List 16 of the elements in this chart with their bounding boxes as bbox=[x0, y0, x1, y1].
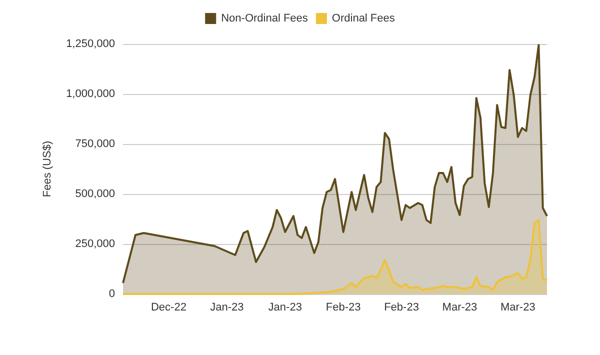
y-tick-label: 1,000,000 bbox=[66, 88, 115, 100]
y-tick-label: 750,000 bbox=[75, 138, 115, 150]
legend-label: Non-Ordinal Fees bbox=[221, 12, 308, 24]
y-tick-label: 1,250,000 bbox=[66, 38, 115, 50]
x-tick-label: Feb-23 bbox=[326, 302, 361, 314]
y-tick-label: 500,000 bbox=[75, 188, 115, 200]
x-tick-label: Jan-23 bbox=[268, 302, 302, 314]
x-tick-label: Jan-23 bbox=[210, 302, 244, 314]
y-axis-title: Fees (US$) bbox=[42, 140, 54, 198]
x-tick-label: Mar-23 bbox=[500, 302, 536, 314]
x-tick-label: Feb-23 bbox=[384, 302, 419, 314]
x-tick-label: Dec-22 bbox=[150, 302, 186, 314]
legend-label: Ordinal Fees bbox=[332, 12, 396, 24]
x-tick-label: Mar-23 bbox=[442, 302, 478, 314]
y-tick-label: 0 bbox=[108, 288, 115, 300]
y-tick-label: 250,000 bbox=[75, 238, 115, 250]
